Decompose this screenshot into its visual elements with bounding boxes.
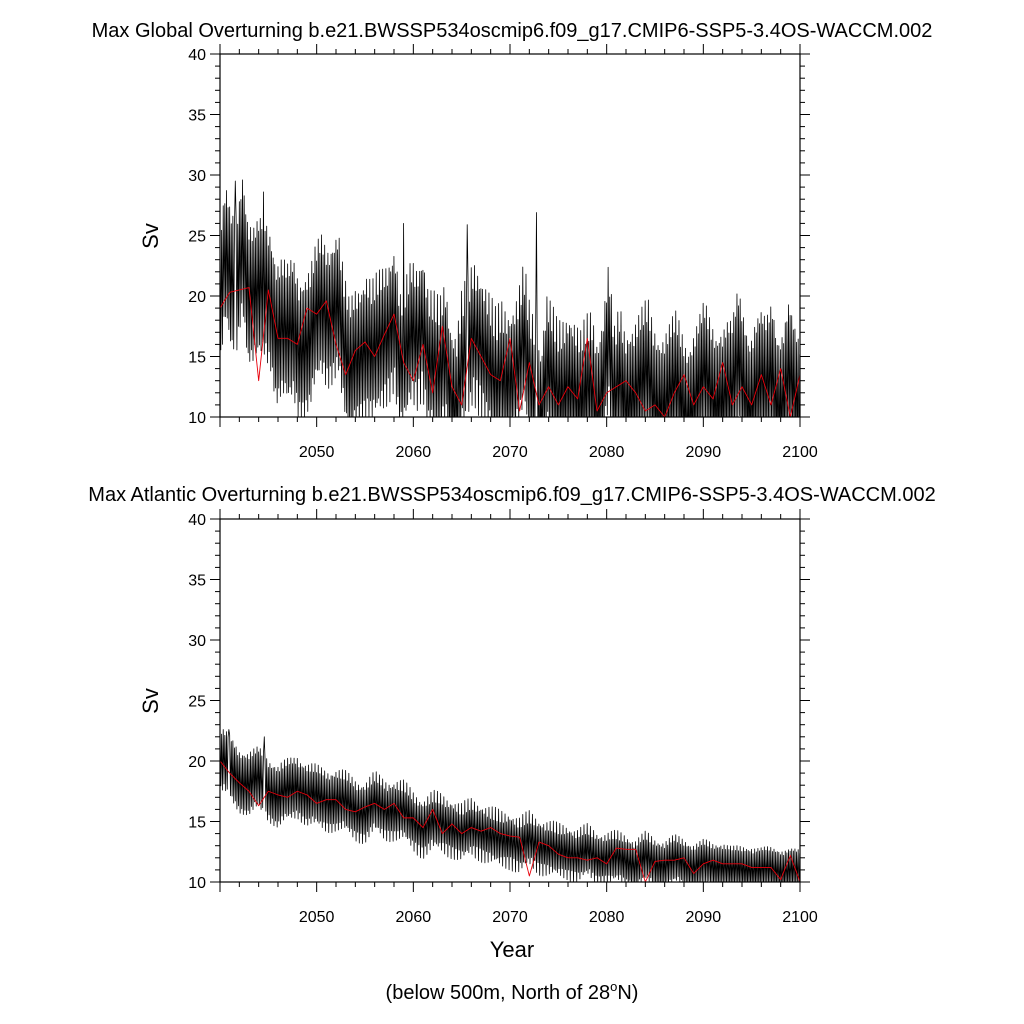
chart-title-atlantic: Max Atlantic Overturning b.e21.BWSSP534o… <box>88 484 935 506</box>
atlantic-x-tick-label: 2060 <box>396 909 432 926</box>
global-plot-area: 10 15 20 25 30 35 40 2050 2060 2070 2080 2090 2100 <box>188 44 818 461</box>
atlantic-y-tick-label: 25 <box>188 694 206 711</box>
atlantic-overturning-panel: Max Atlantic Overturning b.e21.BWSSP534o… <box>88 484 935 926</box>
global-y-tick-label: 15 <box>188 350 206 367</box>
x-axis-label: Year <box>490 937 534 962</box>
global-x-tick-label: 2050 <box>299 444 335 461</box>
depth-latitude-note: (below 500m, North of 28oN) <box>386 979 639 1004</box>
atlantic-series-group <box>220 728 800 882</box>
global-x-tick-label: 2070 <box>492 444 528 461</box>
chart-title-global: Max Global Overturning b.e21.BWSSP534osc… <box>92 20 933 42</box>
global-overturning-panel: Max Global Overturning b.e21.BWSSP534osc… <box>92 20 933 461</box>
y-axis-label-global: Sv <box>138 223 163 249</box>
y-axis-label-atlantic: Sv <box>138 688 163 714</box>
atlantic-x-tick-label: 2080 <box>589 909 625 926</box>
global-tick-labels: 10 15 20 25 30 35 40 2050 2060 2070 2080 2090 2100 <box>188 47 818 461</box>
atlantic-y-tick-label: 40 <box>188 512 206 529</box>
global-y-tick-label: 25 <box>188 229 206 246</box>
note-suffix: N) <box>617 982 638 1004</box>
global-y-tick-label: 30 <box>188 168 206 185</box>
global-series-group <box>220 179 800 417</box>
note-prefix: (below 500m, North of 28 <box>386 982 611 1004</box>
atlantic-y-tick-label: 15 <box>188 815 206 832</box>
atlantic-tick-labels: 10 15 20 25 30 35 40 2050 2060 2070 2080 2090 2100 <box>188 512 818 926</box>
atlantic-y-tick-label: 35 <box>188 573 206 590</box>
atlantic-x-tick-label: 2100 <box>782 909 818 926</box>
global-annual-mean-series-line <box>220 287 800 417</box>
global-y-tick-label: 20 <box>188 289 206 306</box>
global-x-tick-label: 2060 <box>396 444 432 461</box>
global-x-tick-label: 2080 <box>589 444 625 461</box>
atlantic-x-tick-label: 2070 <box>492 909 528 926</box>
note-degree-sign: o <box>610 979 617 994</box>
atlantic-plot-area: 10 15 20 25 30 35 40 2050 2060 2070 2080 2090 2100 <box>188 509 818 926</box>
atlantic-x-tick-label: 2090 <box>686 909 722 926</box>
global-x-tick-label: 2100 <box>782 444 818 461</box>
global-y-tick-label: 40 <box>188 47 206 64</box>
global-y-tick-label: 10 <box>188 410 206 427</box>
atlantic-axis-ticks <box>210 509 810 892</box>
atlantic-monthly-series-line <box>220 728 800 882</box>
global-y-tick-label: 35 <box>188 108 206 125</box>
global-monthly-series-line <box>220 179 800 417</box>
atlantic-y-tick-label: 30 <box>188 633 206 650</box>
atlantic-annual-mean-series-line <box>220 760 800 882</box>
atlantic-y-tick-label: 20 <box>188 754 206 771</box>
global-x-tick-label: 2090 <box>686 444 722 461</box>
atlantic-y-tick-label: 10 <box>188 875 206 892</box>
global-axis-ticks <box>210 44 810 427</box>
atlantic-x-tick-label: 2050 <box>299 909 335 926</box>
